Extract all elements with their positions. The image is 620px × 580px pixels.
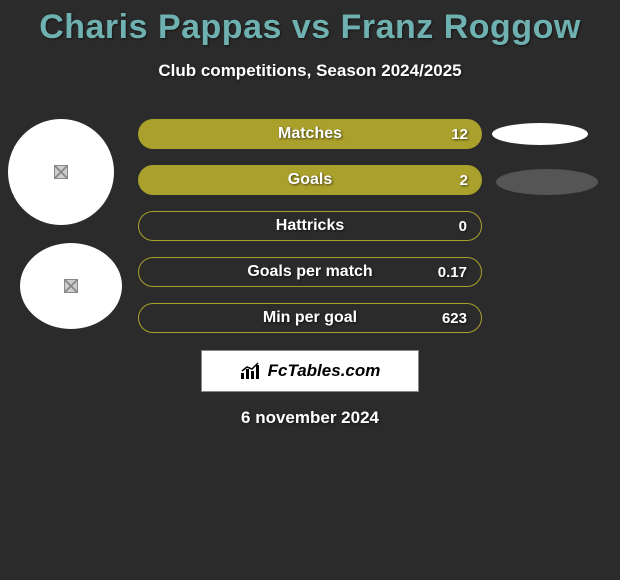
stat-bar-matches: Matches 12	[138, 119, 482, 149]
stat-label: Min per goal	[263, 309, 357, 327]
stat-value: 0	[459, 218, 467, 235]
date-label: 6 november 2024	[241, 408, 379, 428]
chart-icon	[240, 361, 262, 381]
stat-value: 0.17	[438, 264, 467, 281]
brand-attribution: FcTables.com	[201, 350, 419, 392]
ellipse-indicator-1	[492, 123, 588, 145]
image-placeholder-icon	[54, 165, 68, 179]
stat-label: Hattricks	[276, 217, 344, 235]
stat-bar-hattricks: Hattricks 0	[138, 211, 482, 241]
ellipse-indicator-2	[496, 169, 598, 195]
stat-value: 623	[442, 310, 467, 327]
player1-avatar	[8, 119, 114, 225]
stat-value: 2	[460, 172, 468, 189]
stat-bar-goals-per-match: Goals per match 0.17	[138, 257, 482, 287]
page-title: Charis Pappas vs Franz Roggow	[0, 0, 620, 47]
stat-label: Goals per match	[247, 263, 372, 281]
stat-label: Goals	[288, 171, 332, 189]
stat-value: 12	[451, 126, 468, 143]
page-subtitle: Club competitions, Season 2024/2025	[0, 61, 620, 81]
stat-label: Matches	[278, 125, 342, 143]
image-placeholder-icon	[64, 279, 78, 293]
player2-avatar	[20, 243, 122, 329]
stat-bar-min-per-goal: Min per goal 623	[138, 303, 482, 333]
stat-bars: Matches 12 Goals 2 Hattricks 0 Goals per…	[138, 119, 482, 349]
stat-bar-goals: Goals 2	[138, 165, 482, 195]
brand-text: FcTables.com	[268, 361, 381, 381]
